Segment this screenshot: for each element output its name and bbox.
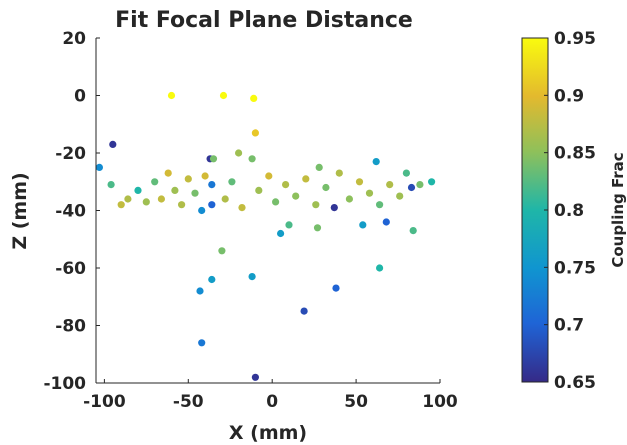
colorbar-ticks: 0.95 0.9 0.85 0.8 0.75 0.7 0.65 <box>544 29 596 393</box>
data-point <box>221 195 229 203</box>
data-point <box>248 273 256 281</box>
x-tick-label: 0 <box>266 392 278 412</box>
data-point <box>335 169 343 177</box>
data-point <box>178 201 186 209</box>
data-point <box>191 189 199 197</box>
data-point <box>109 140 117 148</box>
data-point <box>265 172 273 180</box>
data-point <box>376 264 384 272</box>
data-point <box>250 94 258 102</box>
data-point <box>382 218 390 226</box>
colorbar-label: Coupling Frac <box>609 152 627 267</box>
points-layer <box>95 91 436 381</box>
colorbar-tick-label: 0.8 <box>554 201 584 221</box>
data-point <box>428 178 436 186</box>
data-point <box>251 129 259 137</box>
data-point <box>396 192 404 200</box>
data-point <box>157 195 165 203</box>
data-point <box>167 91 176 100</box>
y-tick-label: -100 <box>43 374 86 394</box>
data-point <box>312 201 320 209</box>
data-point <box>124 195 132 203</box>
data-point <box>151 178 159 186</box>
y-tick-label: 20 <box>62 29 86 49</box>
data-point <box>409 227 417 235</box>
x-tick-label: 50 <box>344 392 368 412</box>
colorbar-tick-label: 0.75 <box>554 258 596 278</box>
data-point <box>386 181 394 189</box>
data-point <box>285 221 293 229</box>
data-point <box>407 183 416 192</box>
data-point <box>219 91 228 100</box>
data-point <box>292 192 300 200</box>
data-point <box>171 186 179 194</box>
data-point <box>251 373 259 381</box>
data-point <box>315 163 323 171</box>
data-point <box>277 229 285 238</box>
y-axis-label: Z (mm) <box>9 172 31 249</box>
data-point <box>248 155 256 163</box>
data-point <box>282 181 290 189</box>
data-point <box>209 155 218 163</box>
colorbar-tick-label: 0.9 <box>554 86 584 106</box>
y-ticks: 20 0 -20 -40 -60 -80 -100 <box>43 29 100 394</box>
data-point <box>134 186 142 194</box>
y-tick-label: 0 <box>74 87 86 107</box>
data-point <box>322 183 330 192</box>
data-point <box>95 163 103 171</box>
data-point <box>355 178 364 186</box>
data-point <box>365 189 374 197</box>
data-point <box>218 247 226 255</box>
data-point <box>117 201 125 209</box>
data-point <box>201 172 209 180</box>
data-point <box>332 284 340 292</box>
colorbar-tick-label: 0.85 <box>554 144 596 164</box>
x-axis-label: X (mm) <box>229 422 307 444</box>
data-point <box>402 169 410 177</box>
data-point <box>235 149 243 157</box>
data-point <box>345 195 353 203</box>
data-point <box>376 201 384 209</box>
data-point <box>238 204 246 212</box>
data-point <box>255 186 263 194</box>
y-tick-label: -40 <box>55 202 86 222</box>
y-tick-label: -80 <box>55 317 86 337</box>
data-point <box>272 198 280 206</box>
data-point <box>300 307 308 315</box>
data-point <box>198 206 206 215</box>
y-tick-label: -20 <box>55 144 86 164</box>
x-tick-label: 100 <box>422 392 458 412</box>
data-point <box>208 275 216 284</box>
data-point <box>164 169 172 177</box>
data-point <box>107 181 115 189</box>
data-point <box>313 224 322 232</box>
data-point <box>228 178 236 186</box>
colorbar-tick-label: 0.65 <box>554 373 596 393</box>
colorbar <box>521 37 549 383</box>
data-point <box>359 221 367 229</box>
data-point <box>302 175 310 183</box>
colorbar-tick-label: 0.95 <box>554 29 596 49</box>
x-tick-label: -100 <box>83 392 126 412</box>
colorbar-tick-label: 0.7 <box>554 316 584 336</box>
data-point <box>196 287 204 295</box>
data-point <box>198 339 206 347</box>
x-tick-label: -50 <box>173 392 204 412</box>
data-point <box>416 181 424 189</box>
chart-title: Fit Focal Plane Distance <box>115 8 413 33</box>
x-ticks: -100 -50 0 50 100 <box>83 379 458 412</box>
data-point <box>142 198 150 206</box>
y-tick-label: -60 <box>55 259 86 279</box>
data-point <box>208 181 216 189</box>
data-point <box>372 158 380 166</box>
data-point <box>184 175 192 183</box>
data-point <box>330 204 338 212</box>
data-point <box>208 201 216 209</box>
